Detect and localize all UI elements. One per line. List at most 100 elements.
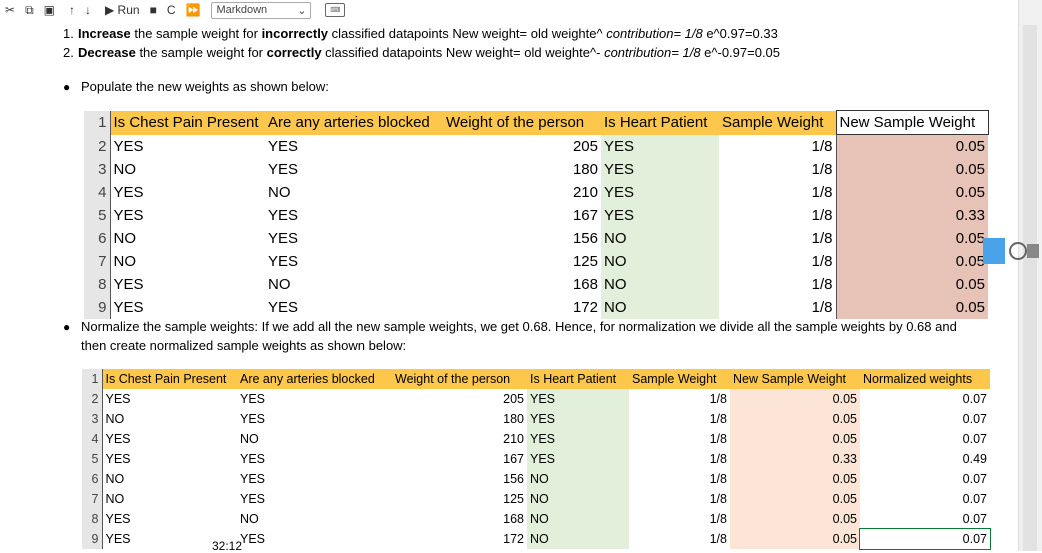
pencil-icon[interactable] <box>983 238 1005 264</box>
table-cell[interactable]: NO <box>109 227 265 250</box>
table-cell[interactable]: NO <box>268 276 291 293</box>
table-cell[interactable]: YES <box>101 509 237 529</box>
table-cell[interactable]: 0.07 <box>962 432 987 446</box>
table-cell[interactable]: YES <box>101 529 237 549</box>
table-cell[interactable]: 125 <box>572 253 598 270</box>
table-cell[interactable]: YES <box>601 134 719 158</box>
table-cell[interactable]: YES <box>268 230 299 247</box>
table-cell[interactable]: 180 <box>503 412 524 426</box>
table-cell[interactable]: 0.05 <box>730 409 860 429</box>
table-cell[interactable]: 0.05 <box>835 227 988 250</box>
table-cell[interactable]: 1/8 <box>811 230 833 247</box>
table-cell[interactable]: 172 <box>503 532 524 546</box>
table-cell[interactable]: YES <box>101 429 237 449</box>
scrollbar-thumb[interactable] <box>1023 25 1037 551</box>
table-cell[interactable]: NO <box>101 409 237 429</box>
table-cell[interactable]: 0.05 <box>835 181 988 204</box>
table-cell[interactable]: NO <box>268 184 291 201</box>
table-cell[interactable]: YES <box>101 449 237 469</box>
table-cell[interactable]: NO <box>601 250 719 273</box>
table-cell[interactable]: NO <box>601 273 719 296</box>
table-cell[interactable]: NO <box>527 489 629 509</box>
table-cell[interactable]: 0.07 <box>962 512 987 526</box>
table-cell[interactable]: YES <box>268 161 299 178</box>
table-cell[interactable]: 205 <box>572 137 598 155</box>
table-cell[interactable]: YES <box>601 158 719 181</box>
table-cell[interactable]: YES <box>101 389 237 409</box>
fast-forward-icon[interactable]: ⏩ <box>185 3 201 17</box>
table-cell[interactable]: 1/8 <box>709 432 727 446</box>
table-cell[interactable]: NO <box>527 529 629 549</box>
table-cell[interactable]: YES <box>109 204 265 227</box>
table-cell[interactable]: YES <box>240 412 266 426</box>
table-cell[interactable]: NO <box>101 469 237 489</box>
table-cell[interactable]: NO <box>101 489 237 509</box>
table-cell[interactable]: 0.33 <box>730 449 860 469</box>
table-cell[interactable]: 1/8 <box>811 207 833 224</box>
table-cell[interactable]: 0.05 <box>730 429 860 449</box>
table-cell[interactable]: 1/8 <box>709 412 727 426</box>
table-cell[interactable]: 168 <box>503 512 524 526</box>
keyboard-icon[interactable]: ⌨ <box>325 3 346 17</box>
table-cell[interactable]: 0.07 <box>962 412 987 426</box>
move-up-icon[interactable]: ↑ <box>68 3 75 17</box>
table-cell[interactable]: 172 <box>572 299 598 316</box>
table-cell[interactable]: 0.05 <box>835 134 988 158</box>
table-cell[interactable]: NO <box>109 158 265 181</box>
table-cell[interactable]: 0.05 <box>730 529 860 549</box>
table-cell[interactable]: 180 <box>572 161 598 178</box>
table-cell[interactable]: YES <box>109 181 265 204</box>
table-cell[interactable]: YES <box>527 429 629 449</box>
table-cell[interactable]: 1/8 <box>709 532 727 546</box>
table-cell[interactable]: YES <box>109 134 265 158</box>
table-cell[interactable]: 1/8 <box>709 492 727 506</box>
table-cell[interactable]: 156 <box>503 472 524 486</box>
table-cell[interactable]: 0.33 <box>835 204 988 227</box>
table-cell[interactable]: 0.05 <box>730 489 860 509</box>
table-cell[interactable]: NO <box>601 296 719 319</box>
table-cell[interactable]: 0.07 <box>962 492 987 506</box>
table-cell[interactable]: 125 <box>503 492 524 506</box>
table-cell[interactable]: YES <box>268 137 299 155</box>
table-cell[interactable]: 0.49 <box>962 452 987 466</box>
table-cell[interactable]: YES <box>268 207 299 224</box>
table-cell[interactable]: 0.05 <box>730 389 860 409</box>
table-cell[interactable]: 1/8 <box>709 452 727 466</box>
table-cell[interactable]: 0.05 <box>730 509 860 529</box>
table-cell[interactable]: 1/8 <box>811 137 833 155</box>
table-cell[interactable]: NO <box>527 469 629 489</box>
table-cell[interactable]: YES <box>240 492 266 506</box>
restart-icon[interactable]: C <box>166 3 176 17</box>
table-cell[interactable]: YES <box>109 296 265 319</box>
table-cell[interactable]: 0.05 <box>730 469 860 489</box>
table-cell[interactable]: YES <box>527 409 629 429</box>
table-cell[interactable]: YES <box>240 452 266 466</box>
table-cell[interactable]: YES <box>109 273 265 296</box>
table-cell[interactable]: NO <box>527 509 629 529</box>
table-cell[interactable]: 0.05 <box>835 296 988 319</box>
table-cell[interactable]: 1/8 <box>811 299 833 316</box>
table-cell[interactable]: YES <box>527 449 629 469</box>
table-cell[interactable]: NO <box>109 250 265 273</box>
cell-type-select[interactable]: Markdown ⌄ <box>211 1 312 19</box>
table-cell[interactable]: 1/8 <box>709 392 727 406</box>
table-cell[interactable]: NO <box>240 512 259 526</box>
table-cell[interactable]: 1/8 <box>811 161 833 178</box>
table-cell[interactable]: 1/8 <box>811 253 833 270</box>
cut-icon[interactable]: ✂ <box>5 3 16 17</box>
table-cell[interactable]: 210 <box>503 432 524 446</box>
table-cell[interactable]: 1/8 <box>709 512 727 526</box>
table-cell[interactable]: 0.05 <box>835 250 988 273</box>
toggle-icon[interactable] <box>1007 241 1041 261</box>
table-cell[interactable]: YES <box>240 392 266 406</box>
table-cell[interactable]: YES <box>240 472 266 486</box>
move-down-icon[interactable]: ↓ <box>84 3 91 17</box>
table-cell[interactable]: 1/8 <box>811 184 833 201</box>
table-cell[interactable]: NO <box>240 432 259 446</box>
table-cell[interactable]: YES <box>601 181 719 204</box>
table-cell[interactable]: YES <box>240 532 266 546</box>
table-cell[interactable]: 0.05 <box>835 273 988 296</box>
table-cell[interactable]: YES <box>601 204 719 227</box>
table-cell[interactable]: YES <box>268 253 299 270</box>
paste-icon[interactable]: ▣ <box>43 3 55 17</box>
